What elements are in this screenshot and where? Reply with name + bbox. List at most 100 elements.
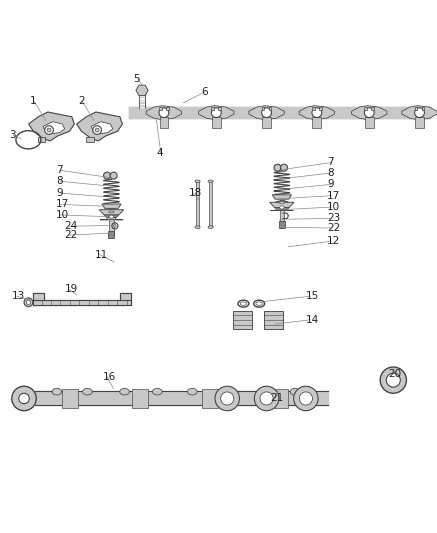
- Circle shape: [260, 392, 273, 405]
- Polygon shape: [139, 98, 145, 100]
- Circle shape: [110, 172, 117, 179]
- Text: 22: 22: [327, 223, 340, 233]
- Polygon shape: [139, 91, 145, 93]
- Circle shape: [221, 392, 234, 405]
- Polygon shape: [83, 389, 92, 395]
- Polygon shape: [33, 293, 44, 300]
- Polygon shape: [290, 389, 300, 395]
- Polygon shape: [139, 105, 145, 107]
- Text: 15: 15: [306, 291, 319, 301]
- Circle shape: [47, 128, 51, 132]
- Ellipse shape: [105, 210, 118, 214]
- Polygon shape: [271, 205, 293, 211]
- Text: 16: 16: [103, 372, 116, 382]
- Polygon shape: [262, 117, 271, 128]
- Text: 17: 17: [327, 191, 340, 201]
- Text: 22: 22: [65, 230, 78, 240]
- Polygon shape: [160, 117, 168, 128]
- FancyBboxPatch shape: [159, 107, 162, 110]
- Circle shape: [104, 172, 111, 179]
- Text: 7: 7: [56, 165, 62, 175]
- Text: 21: 21: [270, 393, 283, 402]
- Polygon shape: [136, 85, 148, 95]
- Text: 3: 3: [9, 131, 15, 140]
- Text: 4: 4: [156, 148, 163, 158]
- Polygon shape: [139, 95, 145, 98]
- Polygon shape: [202, 389, 218, 408]
- Polygon shape: [52, 389, 62, 395]
- Polygon shape: [139, 101, 145, 103]
- Circle shape: [364, 108, 374, 118]
- Text: 17: 17: [56, 199, 69, 209]
- Polygon shape: [272, 389, 288, 408]
- Polygon shape: [139, 90, 145, 92]
- Text: 13: 13: [12, 291, 25, 301]
- Polygon shape: [257, 389, 267, 395]
- Ellipse shape: [279, 202, 284, 204]
- Polygon shape: [139, 96, 145, 99]
- Circle shape: [294, 386, 318, 411]
- Text: 8: 8: [327, 168, 333, 178]
- FancyBboxPatch shape: [269, 107, 271, 110]
- Ellipse shape: [195, 226, 200, 229]
- Polygon shape: [233, 311, 252, 328]
- Ellipse shape: [109, 211, 114, 213]
- Text: 9: 9: [56, 188, 62, 198]
- Circle shape: [312, 108, 322, 118]
- Polygon shape: [35, 391, 328, 406]
- Polygon shape: [299, 106, 334, 120]
- Ellipse shape: [208, 226, 213, 229]
- Text: 10: 10: [56, 210, 69, 220]
- Polygon shape: [120, 389, 129, 395]
- Polygon shape: [274, 207, 289, 210]
- Polygon shape: [198, 106, 234, 120]
- Ellipse shape: [275, 201, 288, 205]
- Polygon shape: [87, 138, 94, 142]
- Polygon shape: [38, 138, 45, 142]
- Polygon shape: [212, 117, 221, 128]
- Polygon shape: [196, 181, 199, 227]
- Polygon shape: [280, 200, 284, 225]
- Circle shape: [95, 128, 99, 132]
- FancyBboxPatch shape: [218, 107, 221, 110]
- Polygon shape: [62, 389, 78, 408]
- Text: 1: 1: [30, 96, 36, 106]
- Polygon shape: [132, 389, 148, 408]
- Polygon shape: [272, 195, 291, 199]
- Polygon shape: [33, 300, 131, 305]
- Circle shape: [212, 108, 221, 118]
- Polygon shape: [129, 107, 430, 118]
- Polygon shape: [139, 92, 145, 94]
- Polygon shape: [139, 106, 145, 108]
- Polygon shape: [139, 88, 145, 91]
- FancyBboxPatch shape: [319, 107, 322, 110]
- Ellipse shape: [256, 302, 262, 305]
- FancyBboxPatch shape: [262, 107, 264, 110]
- Polygon shape: [139, 94, 145, 96]
- Circle shape: [274, 164, 281, 171]
- Text: 24: 24: [65, 221, 78, 231]
- Polygon shape: [187, 389, 197, 395]
- Ellipse shape: [109, 215, 114, 218]
- Text: 23: 23: [327, 213, 340, 223]
- Text: 11: 11: [95, 249, 108, 260]
- Text: 9: 9: [327, 179, 333, 189]
- Polygon shape: [249, 106, 284, 120]
- Text: 20: 20: [388, 368, 401, 378]
- Ellipse shape: [195, 180, 200, 183]
- Polygon shape: [109, 207, 114, 236]
- Text: 8: 8: [56, 176, 62, 187]
- FancyBboxPatch shape: [371, 107, 374, 110]
- Circle shape: [254, 386, 279, 411]
- Circle shape: [45, 126, 53, 134]
- Text: 7: 7: [327, 157, 333, 167]
- Polygon shape: [351, 106, 387, 120]
- Polygon shape: [402, 106, 437, 120]
- Polygon shape: [153, 389, 162, 395]
- Text: 2: 2: [78, 96, 84, 106]
- Circle shape: [93, 126, 101, 134]
- Polygon shape: [120, 293, 131, 300]
- Circle shape: [380, 367, 406, 393]
- Text: 14: 14: [306, 315, 319, 325]
- Polygon shape: [100, 214, 123, 220]
